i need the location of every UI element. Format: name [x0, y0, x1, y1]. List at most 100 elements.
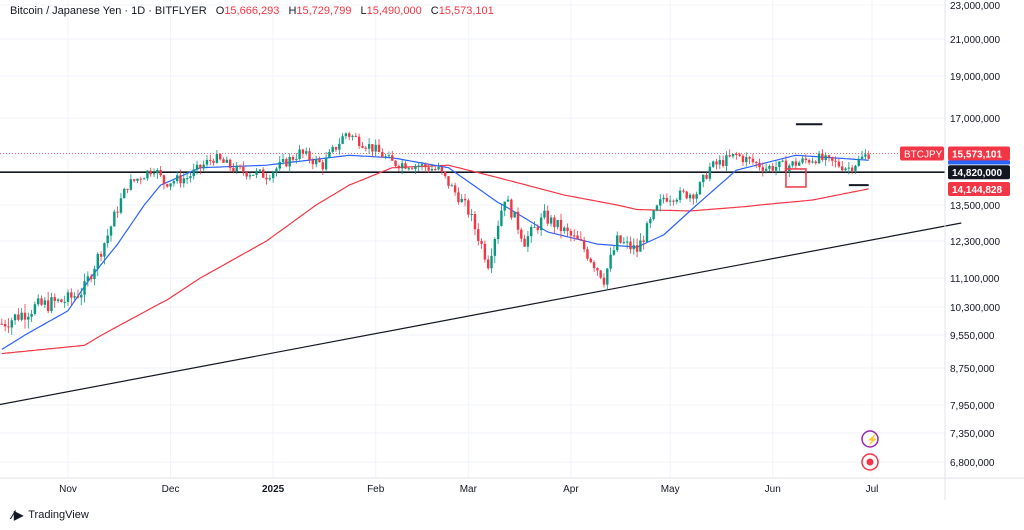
candle-body [387, 155, 391, 157]
candle-body [182, 178, 186, 184]
candle-body [847, 167, 851, 169]
candle-body [860, 156, 864, 159]
candle-body [437, 167, 440, 170]
candle-body [652, 210, 655, 220]
candle-body [311, 159, 315, 165]
candle-body [175, 175, 179, 182]
candle-body [252, 174, 255, 176]
high-label: H [288, 5, 297, 17]
candle-body [305, 151, 308, 154]
candle-body [596, 268, 599, 271]
candle-body [467, 200, 470, 215]
tradingview-brand[interactable]: ⁄▶ TradingView [12, 508, 89, 522]
candle-body [771, 165, 774, 171]
candle-body [731, 153, 735, 157]
candle-body [119, 198, 123, 213]
ma-slow-line [1, 164, 869, 355]
candle-body [33, 304, 37, 314]
candle-body [199, 164, 202, 169]
candle-body [791, 161, 794, 166]
brand-label: TradingView [28, 509, 89, 521]
candle-body [301, 149, 305, 154]
candle-body [447, 176, 450, 186]
candle-body [834, 160, 837, 162]
candle-body [351, 135, 354, 137]
candle-body [427, 167, 430, 171]
candle-body [109, 226, 113, 236]
candle-body [530, 226, 533, 237]
candle-body [708, 166, 712, 179]
candle-body [493, 239, 497, 256]
y-tick-label: 21,000,000 [950, 35, 1000, 46]
candle-body [285, 158, 288, 167]
candles [0, 131, 870, 335]
ma-fast-line [1, 154, 869, 350]
candle-body [361, 145, 364, 148]
level-tag: 14,820,000 [952, 168, 1002, 179]
candle-body [268, 178, 272, 180]
candle-body [768, 165, 771, 169]
candle-body [520, 229, 523, 239]
y-tick-label: 6,800,000 [950, 458, 995, 469]
candle-body [513, 211, 516, 218]
candle-body [331, 147, 334, 152]
candle-body [275, 168, 278, 173]
candle-body [212, 160, 215, 163]
candle-body [804, 158, 808, 161]
candle-body [30, 313, 33, 317]
candle-body [784, 160, 788, 172]
candle-body [715, 161, 718, 165]
lightning-icon[interactable] [861, 430, 879, 448]
candle-body [142, 178, 146, 180]
candle-body [728, 155, 731, 157]
high-value: 15,729,799 [296, 5, 352, 17]
candle-body [503, 201, 506, 211]
last-price-tag-bg [948, 146, 1010, 161]
candle-body [473, 214, 477, 230]
candle-body [543, 210, 546, 218]
candle-body [126, 188, 129, 190]
candle-body [328, 151, 331, 158]
candle-body [298, 149, 301, 159]
candle-body [265, 177, 268, 180]
candle-body [245, 172, 248, 177]
candle-body [754, 162, 758, 164]
symbol-title: Bitcoin / Japanese Yen · 1D · BITFLYER [10, 5, 207, 17]
candle-body [73, 296, 76, 298]
candle-body [523, 238, 526, 247]
candle-body [288, 157, 291, 167]
candle-body [129, 179, 133, 190]
x-tick-label: Dec [162, 484, 180, 495]
candle-body [205, 159, 209, 165]
x-tick-label: Jul [866, 484, 879, 495]
candle-body [159, 170, 162, 176]
candle-body [801, 158, 804, 163]
candle-body [539, 217, 543, 230]
candle-body [225, 159, 229, 163]
candle-body [798, 162, 801, 166]
candle-body [27, 316, 30, 320]
candle-body [185, 178, 189, 180]
candle-body [348, 133, 351, 137]
support-trendline [0, 222, 962, 406]
y-tick-label: 7,350,000 [950, 429, 995, 440]
candle-body [781, 160, 784, 162]
candle-body [258, 169, 262, 171]
candle-body [7, 326, 10, 328]
candle-body [480, 240, 483, 244]
candle-body [192, 169, 195, 177]
candle-body [486, 259, 490, 269]
candle-body [103, 243, 106, 257]
y-tick-label: 13,500,000 [950, 201, 1000, 212]
x-tick-label: Apr [563, 484, 579, 495]
candle-body [238, 165, 242, 168]
side-icons: ⚡ [861, 430, 879, 471]
candle-body [698, 182, 702, 195]
candle-body [397, 165, 401, 169]
candle-body [867, 154, 870, 159]
candle-body [850, 167, 854, 171]
record-icon[interactable] [861, 453, 879, 471]
candle-body [758, 162, 761, 168]
close-value: 15,573,101 [438, 5, 494, 17]
